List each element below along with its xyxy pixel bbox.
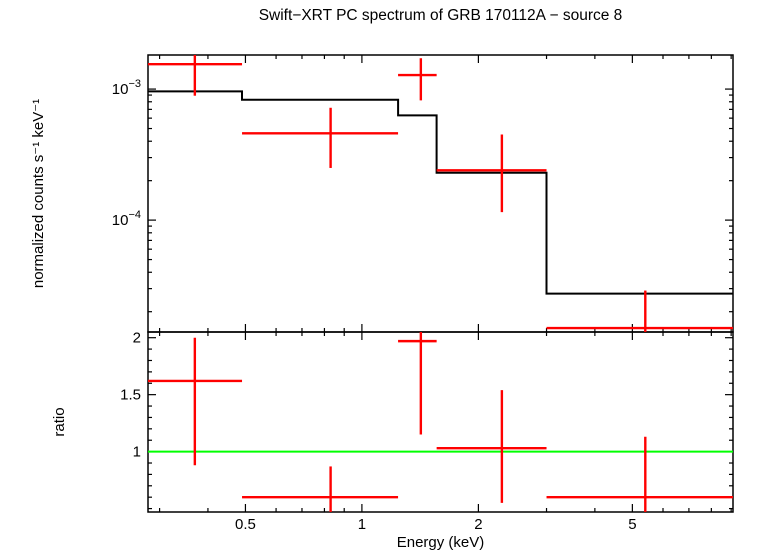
- svg-text:2: 2: [133, 330, 141, 347]
- svg-text:2: 2: [474, 516, 482, 533]
- svg-text:1: 1: [358, 516, 366, 533]
- svg-text:5: 5: [628, 516, 636, 533]
- spectrum-data-points: [148, 55, 733, 332]
- model-line: [148, 90, 733, 295]
- chart-title: Swift−XRT PC spectrum of GRB 170112A − s…: [258, 7, 623, 24]
- ratio-data-points: [148, 332, 733, 512]
- svg-text:1: 1: [133, 444, 141, 461]
- axis-tick-labels: 0.5 1 2 5 10−3 10−4 1 1.5 2: [112, 78, 637, 533]
- axis-ticks: [148, 55, 733, 512]
- svg-text:10−3: 10−3: [112, 78, 141, 98]
- svg-text:10−4: 10−4: [112, 209, 141, 229]
- svg-text:0.5: 0.5: [235, 516, 256, 533]
- plot-frame: [147, 54, 734, 513]
- x-axis-label: Energy (keV): [396, 534, 485, 551]
- svg-text:1.5: 1.5: [120, 387, 141, 404]
